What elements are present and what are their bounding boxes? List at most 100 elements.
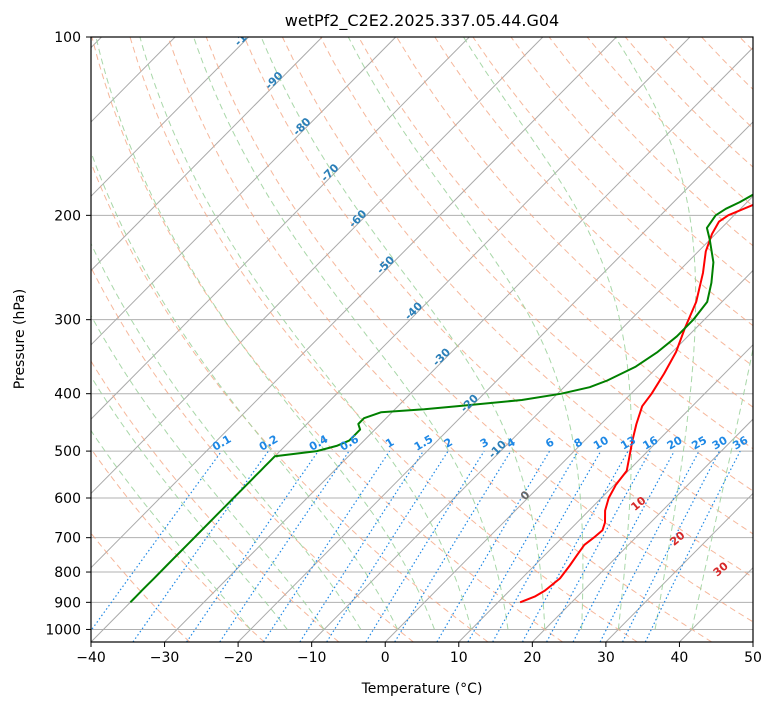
y-tick-label: 300 [54,313,81,329]
dry-adiabat-line [396,37,753,408]
mixing-ratio-label: 8 [572,436,585,451]
mixing-ratio-line [521,450,629,642]
isotherm-line [91,37,470,420]
isotherm-line [458,344,753,642]
moist-adiabat-line [347,37,584,630]
isotherm-line [605,492,753,642]
dry-adiabat-line [91,532,191,642]
moist-adiabat-line [463,37,632,630]
isotherm-line [91,37,323,272]
isotherm-line [91,37,617,569]
dry-adiabat-line [472,37,753,327]
mixing-ratio-line [644,450,741,642]
mixing-ratio-label: 1.5 [412,433,435,454]
dry-adiabat-line [243,37,753,579]
mixing-ratio-line [572,450,675,642]
y-tick-label: 800 [54,565,81,581]
mixing-ratio-label: 0.4 [307,432,331,453]
temperature-profile-line [519,203,753,604]
mixing-ratio-label: 0.1 [210,433,233,454]
x-tick-label: 40 [671,650,689,666]
dry-adiabat-line [91,447,265,642]
dry-adiabat-line [91,37,563,642]
y-tick-label: 900 [54,595,81,611]
mixing-ratio-label: 20 [665,433,685,452]
dry-adiabat-line [129,37,638,642]
y-tick-label: 600 [54,491,81,507]
mixing-ratio-label: 30 [710,433,730,452]
dry-adiabat-label: 20 [668,529,688,549]
moist-adiabat-line [91,314,325,630]
mixing-ratio-label: 6 [543,435,556,450]
mixing-ratio-label: 0.6 [338,432,362,453]
plot-lines [129,193,753,604]
chart-title: wetPf2_C2E2.2025.337.05.44.G04 [285,11,559,31]
y-tick-label: 200 [54,208,81,224]
isotherm-label: -60 [346,207,369,230]
moist-adiabat-line [91,375,288,630]
x-tick-label: −30 [150,650,180,666]
mixing-ratio-line [91,450,223,632]
dry-adiabat-line [434,37,753,367]
background-lines [91,37,753,642]
isotherm-line [311,195,753,642]
isotherm-line [384,269,753,642]
mixing-ratio-label: 10 [591,433,611,452]
isotherm-label: -100 [232,20,261,49]
y-tick-label: 500 [54,444,81,460]
x-tick-label: 50 [744,650,762,666]
moist-adiabat-line [614,37,697,630]
y-tick-label: 400 [54,387,81,403]
isotherm-label: -80 [290,115,313,138]
x-tick-label: 10 [450,650,468,666]
moist-adiabat-line [691,346,753,630]
dry-adiabat-line [548,37,753,247]
mixing-ratio-line [394,450,512,642]
dry-adiabat-line [281,37,753,535]
isotherm-line [164,46,753,642]
mixing-ratio-line [186,450,319,642]
dry-adiabat-line [510,37,753,287]
x-tick-label: −40 [76,650,106,666]
moist-adiabat-line [95,37,435,630]
isotherm-label: -30 [430,345,453,368]
y-tick-label: 700 [54,531,81,547]
y-tick-label: 1000 [45,622,81,638]
mixing-ratio-line [262,450,391,642]
isotherm-line [91,37,249,197]
moist-adiabat-line [139,37,472,630]
isotherm-line [237,121,753,642]
x-tick-label: −20 [223,650,253,666]
isotherm-label: -90 [262,69,285,92]
mixing-ratio-label: 0.2 [257,433,280,454]
y-tick-label: 100 [54,30,81,46]
dry-adiabat-line [91,360,340,642]
x-tick-label: 30 [597,650,615,666]
dry-adiabat-label: 30 [711,559,731,579]
x-axis-label: Temperature (°C) [361,681,483,697]
mixing-ratio-label: 25 [689,434,709,453]
mixing-ratio-label: 13 [618,434,638,453]
dry-adiabat-label: 40 [757,587,775,607]
dry-adiabat-line [91,161,489,642]
isotherm-line [531,418,753,642]
moist-adiabat-line [91,242,362,630]
isotherm-line [91,37,397,346]
x-tick-label: 20 [523,650,541,666]
moist-adiabat-line [260,37,546,630]
mixing-ratio-line [365,450,485,642]
dry-adiabat-line [320,37,753,492]
moist-adiabat-line [91,150,399,630]
mixing-ratio-line [546,450,651,642]
dry-adiabat-line [91,266,414,642]
x-tick-label: −10 [297,650,327,666]
y-axis-label: Pressure (hPa) [12,289,28,389]
isotherm-line [679,566,753,642]
mixing-ratio-label: 2 [442,436,455,451]
mixing-ratio-line [599,450,700,642]
mixing-ratio-line [436,450,551,642]
moist-adiabat-line [91,429,251,630]
isotherm-line [752,641,753,642]
mixing-ratio-line [622,450,721,642]
